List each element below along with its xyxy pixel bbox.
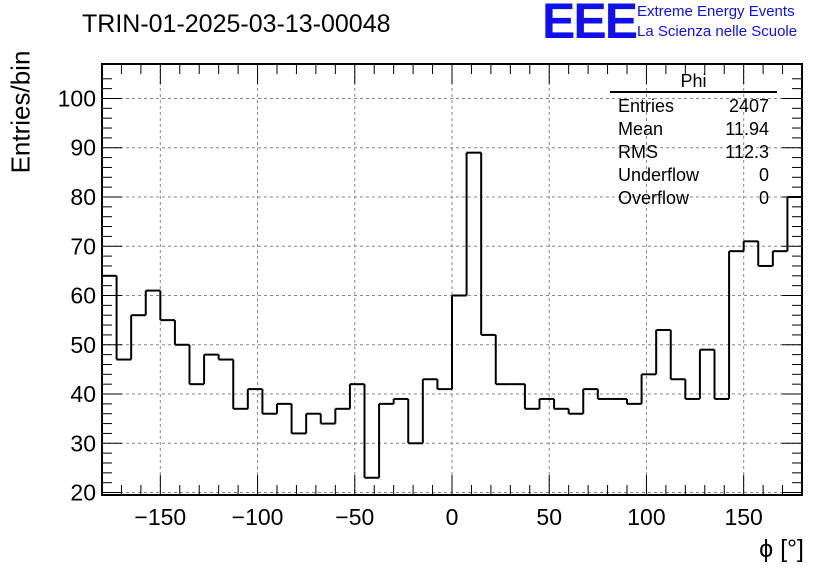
org-name-line2: La Scienza nelle Scuole	[637, 23, 798, 40]
x-tick-label: 100	[627, 504, 665, 530]
x-tick-label: −150	[134, 504, 186, 530]
org-name-line1: Extreme Energy Events	[637, 3, 795, 20]
stats-label: Overflow	[618, 188, 690, 208]
x-tick-label: 0	[446, 504, 459, 530]
stats-value: 0	[758, 165, 769, 185]
y-tick-label: 60	[70, 283, 96, 309]
y-tick-label: 80	[70, 184, 96, 210]
stats-row-mean: Mean 11.94	[610, 118, 777, 141]
stats-label: Underflow	[618, 165, 700, 185]
y-tick-label: 100	[58, 85, 96, 111]
stats-value: 11.94	[725, 119, 769, 139]
histogram-series	[102, 151, 802, 479]
y-tick-label: 30	[70, 430, 96, 456]
y-tick-label: 50	[70, 332, 96, 358]
axis-ticks	[102, 64, 802, 495]
chart-title: TRIN-01-2025-03-13-00048	[82, 10, 391, 38]
stats-label: Mean	[618, 119, 664, 139]
stats-label: RMS	[618, 142, 658, 162]
y-tick-label: 70	[70, 233, 96, 259]
y-tick-label: 40	[70, 381, 96, 407]
y-tick-label: 20	[70, 480, 96, 506]
y-tick-label: 90	[70, 135, 96, 161]
stats-row-entries: Entries 2407	[610, 95, 777, 118]
stats-row-overflow: Overflow 0	[610, 187, 777, 210]
x-tick-label: −50	[335, 504, 374, 530]
stats-row-rms: RMS 112.3	[610, 141, 777, 164]
stats-row-underflow: Underflow 0	[610, 164, 777, 187]
axis-tick-labels: 20 30 40 50 60 70 80 90 100 −150 −100 −50 0 50 100 150	[58, 85, 763, 530]
x-axis-label: ϕ [°]	[759, 535, 804, 563]
x-tick-label: 50	[536, 504, 562, 530]
stats-value: 112.3	[725, 142, 769, 162]
eee-logo: EEE	[542, 0, 638, 49]
stats-value: 0	[758, 188, 769, 208]
y-axis-label: Entries/bin	[5, 50, 36, 174]
stats-value: 2407	[728, 96, 769, 116]
x-tick-label: −100	[232, 504, 284, 530]
stats-label: Entries	[618, 96, 675, 116]
stats-box: Phi Entries 2407 Mean 11.94 RMS 112.3 Un…	[610, 72, 777, 210]
x-tick-label: 150	[724, 504, 762, 530]
stats-histogram-name: Phi	[610, 72, 777, 93]
